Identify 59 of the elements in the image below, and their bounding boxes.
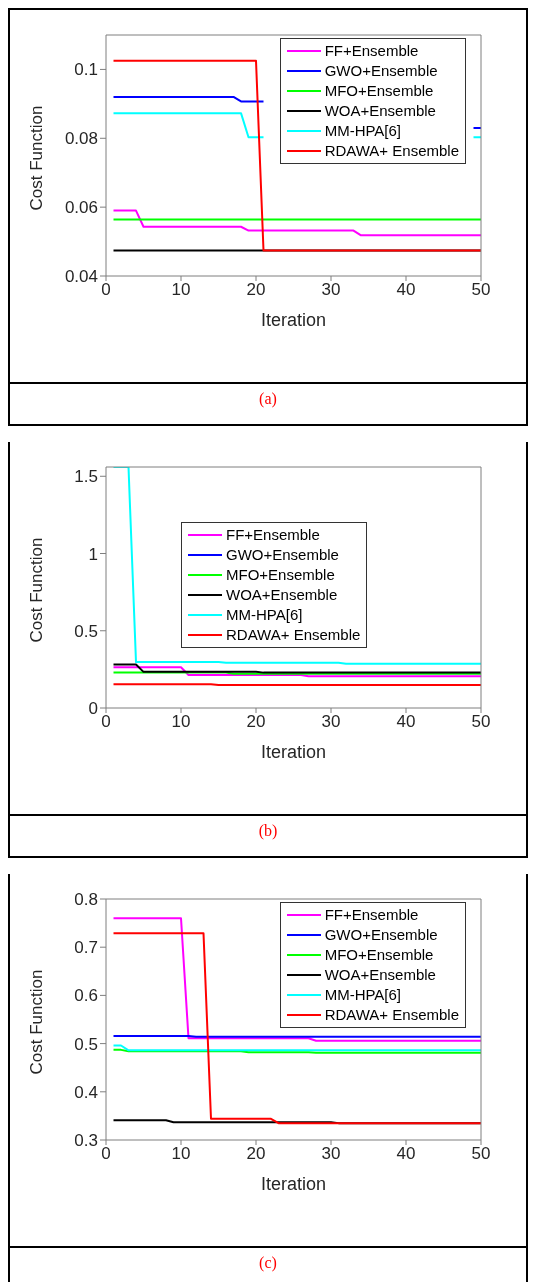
x-tick-label: 10	[171, 1144, 191, 1164]
legend-label: MFO+Ensemble	[226, 565, 335, 585]
legend-label: MFO+Ensemble	[324, 945, 434, 965]
x-tick-label: 0	[101, 280, 111, 300]
y-tick-label: 0.1	[74, 60, 98, 80]
y-tick-label: 0	[88, 699, 98, 719]
x-axis-title: Iteration	[260, 310, 327, 330]
legend-label: RDAWA+ Ensemble	[226, 625, 361, 645]
legend-label: WOA+Ensemble	[226, 585, 338, 605]
x-tick-label: 30	[321, 712, 341, 732]
legend-label: FF+Ensemble	[324, 905, 419, 925]
x-tick-label: 20	[246, 712, 266, 732]
x-tick-label: 30	[321, 280, 341, 300]
x-tick-label: 50	[471, 1144, 491, 1164]
legend-label: GWO+Ensemble	[226, 545, 339, 565]
legend-label: WOA+Ensemble	[324, 101, 436, 121]
y-tick-label: 0.06	[64, 198, 98, 218]
x-tick-label: 20	[246, 280, 266, 300]
x-tick-label: 10	[171, 712, 191, 732]
y-tick-label: 1	[88, 544, 98, 564]
x-tick-label: 40	[396, 280, 416, 300]
text: (a)	[258, 390, 278, 408]
y-tick-label: 0.08	[64, 129, 98, 149]
x-tick-label: 10	[171, 280, 191, 300]
legend-label: MM-HPA[6]	[226, 605, 303, 625]
y-axis-title: Cost Function	[27, 969, 47, 1075]
x-tick-label: 50	[471, 712, 491, 732]
legend-label: GWO+Ensemble	[324, 925, 438, 945]
text: (b)	[257, 822, 279, 840]
y-tick-label: 0.5	[74, 1034, 98, 1054]
y-tick-label: 0.6	[74, 986, 98, 1006]
legend-label: MM-HPA[6]	[324, 121, 402, 141]
y-tick-label: 0.04	[64, 267, 98, 287]
x-tick-label: 30	[321, 1144, 341, 1164]
x-tick-label: 40	[396, 1144, 416, 1164]
x-tick-label: 40	[396, 712, 416, 732]
x-axis-title: Iteration	[260, 742, 327, 762]
legend-label: FF+Ensemble	[226, 525, 320, 545]
y-tick-label: 0.7	[74, 938, 98, 958]
x-tick-label: 0	[101, 1144, 111, 1164]
legend-label: GWO+Ensemble	[324, 61, 438, 81]
x-tick-label: 20	[246, 1144, 266, 1164]
legend-label: FF+Ensemble	[324, 41, 419, 61]
x-tick-label: 0	[101, 712, 111, 732]
legend-label: RDAWA+ Ensemble	[324, 141, 459, 161]
text: (c)	[258, 1254, 278, 1272]
x-axis-title: Iteration	[260, 1174, 327, 1194]
y-axis-title: Cost Function	[27, 537, 47, 643]
y-tick-label: 0.8	[74, 890, 98, 910]
legend-label: WOA+Ensemble	[324, 965, 436, 985]
legend-label: RDAWA+ Ensemble	[324, 1005, 459, 1025]
y-tick-label: 0.5	[74, 621, 98, 641]
legend-label: MFO+Ensemble	[324, 81, 434, 101]
x-tick-label: 50	[471, 280, 491, 300]
y-tick-label: 1.5	[74, 467, 98, 487]
y-axis-title: Cost Function	[27, 105, 47, 211]
legend-label: MM-HPA[6]	[324, 985, 402, 1005]
y-tick-label: 0.4	[74, 1082, 98, 1102]
y-tick-label: 0.3	[74, 1131, 98, 1151]
